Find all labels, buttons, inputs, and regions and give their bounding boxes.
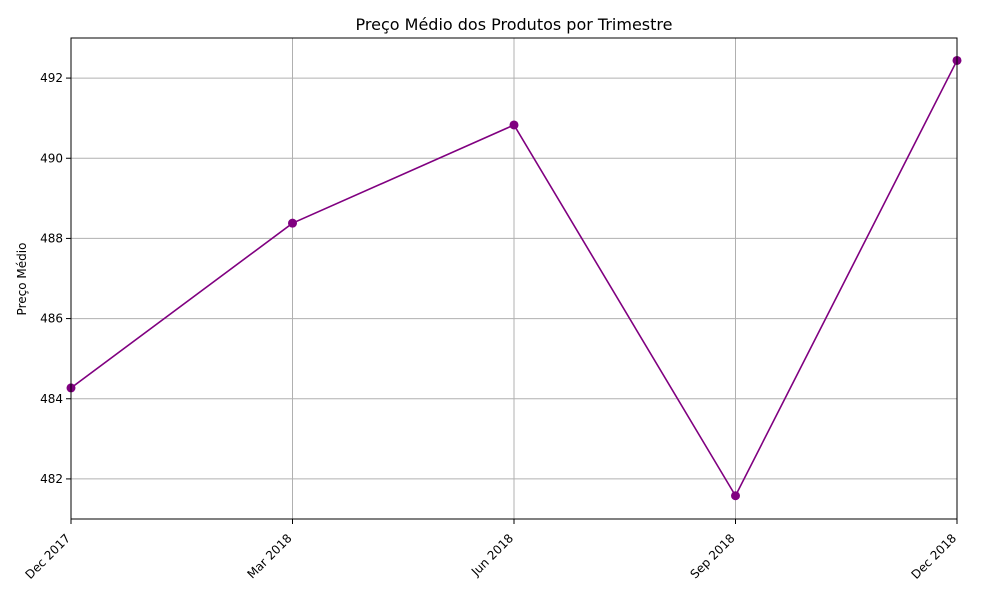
x-tick-label: Mar 2018: [244, 531, 294, 581]
plot-frame: [70, 37, 958, 520]
y-tick-label: 482: [40, 472, 63, 486]
chart-title: Preço Médio dos Produtos por Trimestre: [356, 15, 673, 34]
x-tick-label: Dec 2017: [23, 531, 74, 582]
y-tick-label: 488: [40, 231, 63, 245]
y-tick-label: 486: [40, 312, 63, 326]
data-point[interactable]: [731, 491, 740, 501]
y-tick-label: 484: [40, 392, 63, 406]
data-point[interactable]: [509, 120, 519, 130]
y-axis-label: Preço Médio: [15, 243, 29, 316]
grid-layer: [70, 38, 958, 519]
y-tick-label: 492: [40, 71, 63, 85]
x-tick-label: Sep 2018: [687, 531, 737, 581]
ticks-layer: Dec 2017 Mar 2018 Jun 2018 Sep 2018 Dec 2018…: [23, 71, 960, 582]
y-tick-label: 490: [40, 151, 63, 165]
x-tick-label: Dec 2018: [909, 531, 960, 582]
x-tick-label: Jun 2018: [468, 531, 516, 579]
data-point[interactable]: [288, 218, 297, 228]
